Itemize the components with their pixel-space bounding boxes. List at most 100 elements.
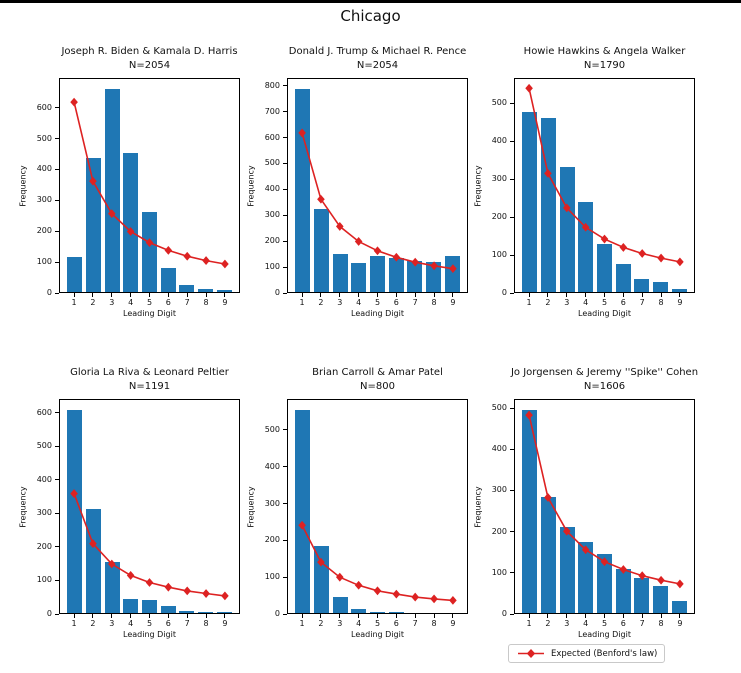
x-tick-mark: [224, 614, 226, 618]
x-tick-label: 1: [299, 298, 305, 307]
y-axis-label: Frequency: [473, 164, 483, 207]
y-tick-mark: [283, 466, 287, 468]
y-tick-label: 0: [501, 288, 507, 297]
subplot-sample-size: N=800: [360, 381, 395, 392]
x-tick-label: 5: [146, 619, 153, 628]
x-tick-mark: [320, 293, 322, 297]
bar-digit-1: [522, 112, 538, 292]
x-tick-mark: [320, 614, 322, 618]
diamond-marker-digit-2: [317, 194, 325, 204]
bar-digit-4: [123, 598, 139, 613]
x-tick-label: 8: [203, 298, 209, 307]
bar-digit-6: [615, 264, 631, 292]
plot-area: [59, 78, 240, 293]
benford-expected-line: [525, 410, 684, 589]
diamond-marker-digit-7: [638, 571, 647, 581]
diamond-marker-digit-5: [145, 238, 154, 248]
x-tick-mark: [111, 614, 113, 618]
subplot-5: Brian Carroll & Amar Patel N=800 0 100 200 30…: [247, 367, 468, 639]
subplot-sample-size: N=2054: [128, 60, 171, 71]
bar-digit-2: [541, 496, 556, 613]
subplot-4: Gloria La Riva & Leonard Peltier N=1191 0 1…: [19, 367, 240, 639]
y-tick-mark: [55, 479, 59, 481]
y-tick-mark: [283, 111, 287, 113]
x-tick-label: 8: [203, 619, 209, 628]
x-axis-label: Leading Digit: [351, 309, 404, 318]
x-tick-label: 8: [658, 619, 664, 628]
bar-digit-8: [197, 288, 213, 292]
x-tick-label: 1: [526, 298, 532, 307]
x-tick-mark: [377, 614, 378, 618]
diamond-marker-digit-2: [544, 493, 552, 502]
x-tick-label: 5: [374, 298, 381, 307]
y-tick-label: 0: [46, 288, 52, 297]
bar-digit-5: [370, 255, 385, 292]
bar-digit-1: [67, 257, 83, 292]
y-tick-mark: [55, 168, 59, 170]
y-tick-label: 500: [36, 133, 52, 143]
diamond-marker-digit-1: [298, 128, 306, 138]
legend-label: Expected (Benford's law): [551, 648, 658, 659]
diamond-marker-digit-3: [335, 572, 344, 582]
y-tick-label: 600: [264, 132, 280, 142]
y-tick-label: 400: [36, 164, 52, 174]
bar-digit-9: [216, 612, 232, 613]
x-tick-mark: [130, 614, 132, 618]
x-tick-label: 4: [356, 298, 362, 307]
bar-digit-4: [351, 609, 367, 613]
x-tick-label: 1: [299, 619, 305, 628]
x-tick-label: 7: [184, 619, 190, 628]
y-tick-mark: [283, 576, 287, 578]
x-tick-mark: [167, 293, 169, 297]
diamond-marker-digit-6: [619, 243, 628, 252]
y-tick-mark: [510, 613, 514, 615]
x-tick-label: 8: [431, 619, 437, 628]
x-tick-mark: [205, 293, 207, 297]
bar-digit-3: [332, 596, 348, 613]
x-tick-mark: [111, 293, 113, 297]
diamond-marker-digit-2: [89, 176, 97, 186]
y-tick-mark: [510, 292, 514, 294]
y-tick-mark: [283, 137, 287, 139]
diamond-marker-digit-4: [354, 580, 363, 590]
y-tick-label: 200: [264, 535, 280, 545]
plot-area: [59, 399, 240, 614]
legend: Expected (Benford's law): [508, 644, 666, 663]
x-tick-label: 3: [109, 619, 115, 628]
diamond-marker-digit-4: [354, 237, 363, 246]
diamond-marker-digit-3: [107, 559, 116, 569]
x-tick-label: 7: [184, 298, 190, 307]
diamond-marker-digit-3: [562, 526, 571, 536]
x-tick-mark: [358, 293, 360, 297]
bar-digit-4: [578, 542, 594, 613]
x-tick-label: 4: [128, 298, 134, 307]
bar-digit-7: [634, 278, 650, 292]
y-tick-mark: [510, 178, 514, 180]
x-axis-label: Leading Digit: [578, 309, 631, 318]
diamond-marker-digit-6: [164, 582, 173, 592]
y-tick-mark: [283, 188, 287, 190]
x-tick-mark: [339, 293, 341, 297]
diamond-marker-digit-8: [202, 589, 210, 598]
x-tick-label: 2: [318, 298, 324, 307]
y-tick-mark: [55, 107, 59, 109]
diamond-marker-digit-3: [562, 203, 571, 213]
benford-expected-line: [70, 489, 229, 601]
subplot-sample-size: N=1191: [128, 381, 171, 392]
y-tick-label: 600: [36, 407, 52, 417]
y-tick-label: 300: [491, 174, 507, 184]
x-axis-label: Leading Digit: [123, 630, 176, 639]
y-tick-mark: [55, 292, 59, 294]
diamond-marker-digit-5: [373, 586, 382, 596]
x-tick-label: 8: [658, 298, 664, 307]
y-axis-label: Frequency: [246, 164, 256, 207]
y-tick-mark: [55, 230, 59, 232]
y-tick-label: 100: [36, 257, 52, 267]
y-tick-mark: [283, 539, 287, 541]
x-tick-mark: [452, 614, 454, 618]
x-tick-mark: [641, 293, 643, 297]
y-tick-mark: [55, 445, 59, 447]
bar-digit-9: [216, 290, 232, 292]
y-tick-label: 100: [491, 567, 507, 577]
x-tick-mark: [205, 614, 207, 618]
